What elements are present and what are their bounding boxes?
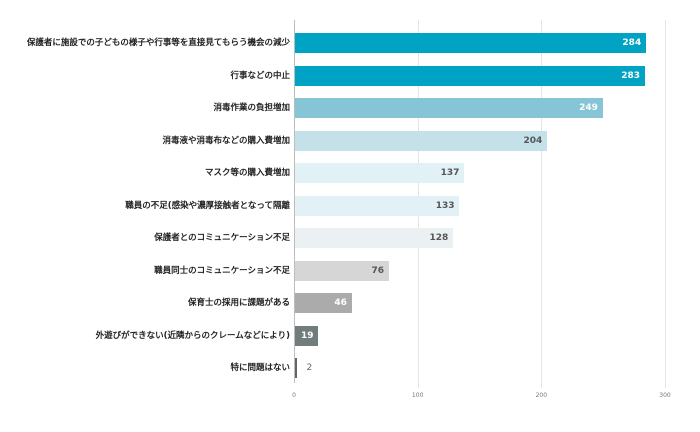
- value-label: 46: [334, 298, 347, 308]
- value-label: 283: [621, 70, 640, 81]
- x-tick-label: 200: [535, 392, 548, 399]
- x-tick-label: 300: [659, 392, 671, 399]
- category-label: 保護者とのコミュニケーション不足: [154, 233, 290, 243]
- category-label: 保育士の採用に課題がある: [187, 298, 290, 308]
- value-label: 284: [622, 38, 642, 48]
- value-label: 137: [440, 168, 460, 178]
- y-axis-line: [294, 20, 295, 383]
- value-label: 133: [435, 200, 455, 211]
- value-label: 19: [300, 330, 314, 341]
- category-label: 外遊びができない(近隣からのクレームなどにより): [95, 330, 290, 341]
- bar: [295, 358, 298, 378]
- bar: [295, 293, 352, 313]
- bar: [295, 260, 389, 281]
- gridline: [541, 20, 543, 388]
- bar: [295, 325, 319, 346]
- category-label: 保護者に施設での子どもの様子や行事等を直接見てもらう機会の減少: [26, 38, 290, 48]
- value-label: 128: [429, 233, 449, 243]
- bar: [295, 163, 465, 183]
- category-label: マスク等の購入費増加: [204, 168, 290, 178]
- category-label: 職員同士のコミュニケーション不足: [154, 265, 290, 276]
- x-tick-label: 0: [292, 392, 296, 399]
- value-label: 2: [306, 363, 313, 373]
- category-label: 行事などの中止: [230, 70, 290, 81]
- gridline: [665, 20, 666, 388]
- category-label: 消毒作業の負担増加: [213, 103, 290, 113]
- bar: [295, 130, 548, 151]
- category-label: 消毒液や消毒布などの購入費増加: [162, 135, 290, 146]
- bar: [295, 98, 603, 118]
- bar: [295, 33, 647, 53]
- value-label: 204: [523, 135, 543, 146]
- value-label: 76: [371, 265, 384, 276]
- category-label: 職員の不足(感染や濃厚接触者となって隔離: [125, 200, 290, 211]
- category-label: 特に問題はない: [230, 363, 290, 373]
- bar: [295, 228, 454, 248]
- bar: [295, 65, 645, 86]
- value-label: 249: [579, 103, 598, 113]
- x-tick-label: 100: [411, 392, 424, 399]
- bar: [295, 195, 460, 216]
